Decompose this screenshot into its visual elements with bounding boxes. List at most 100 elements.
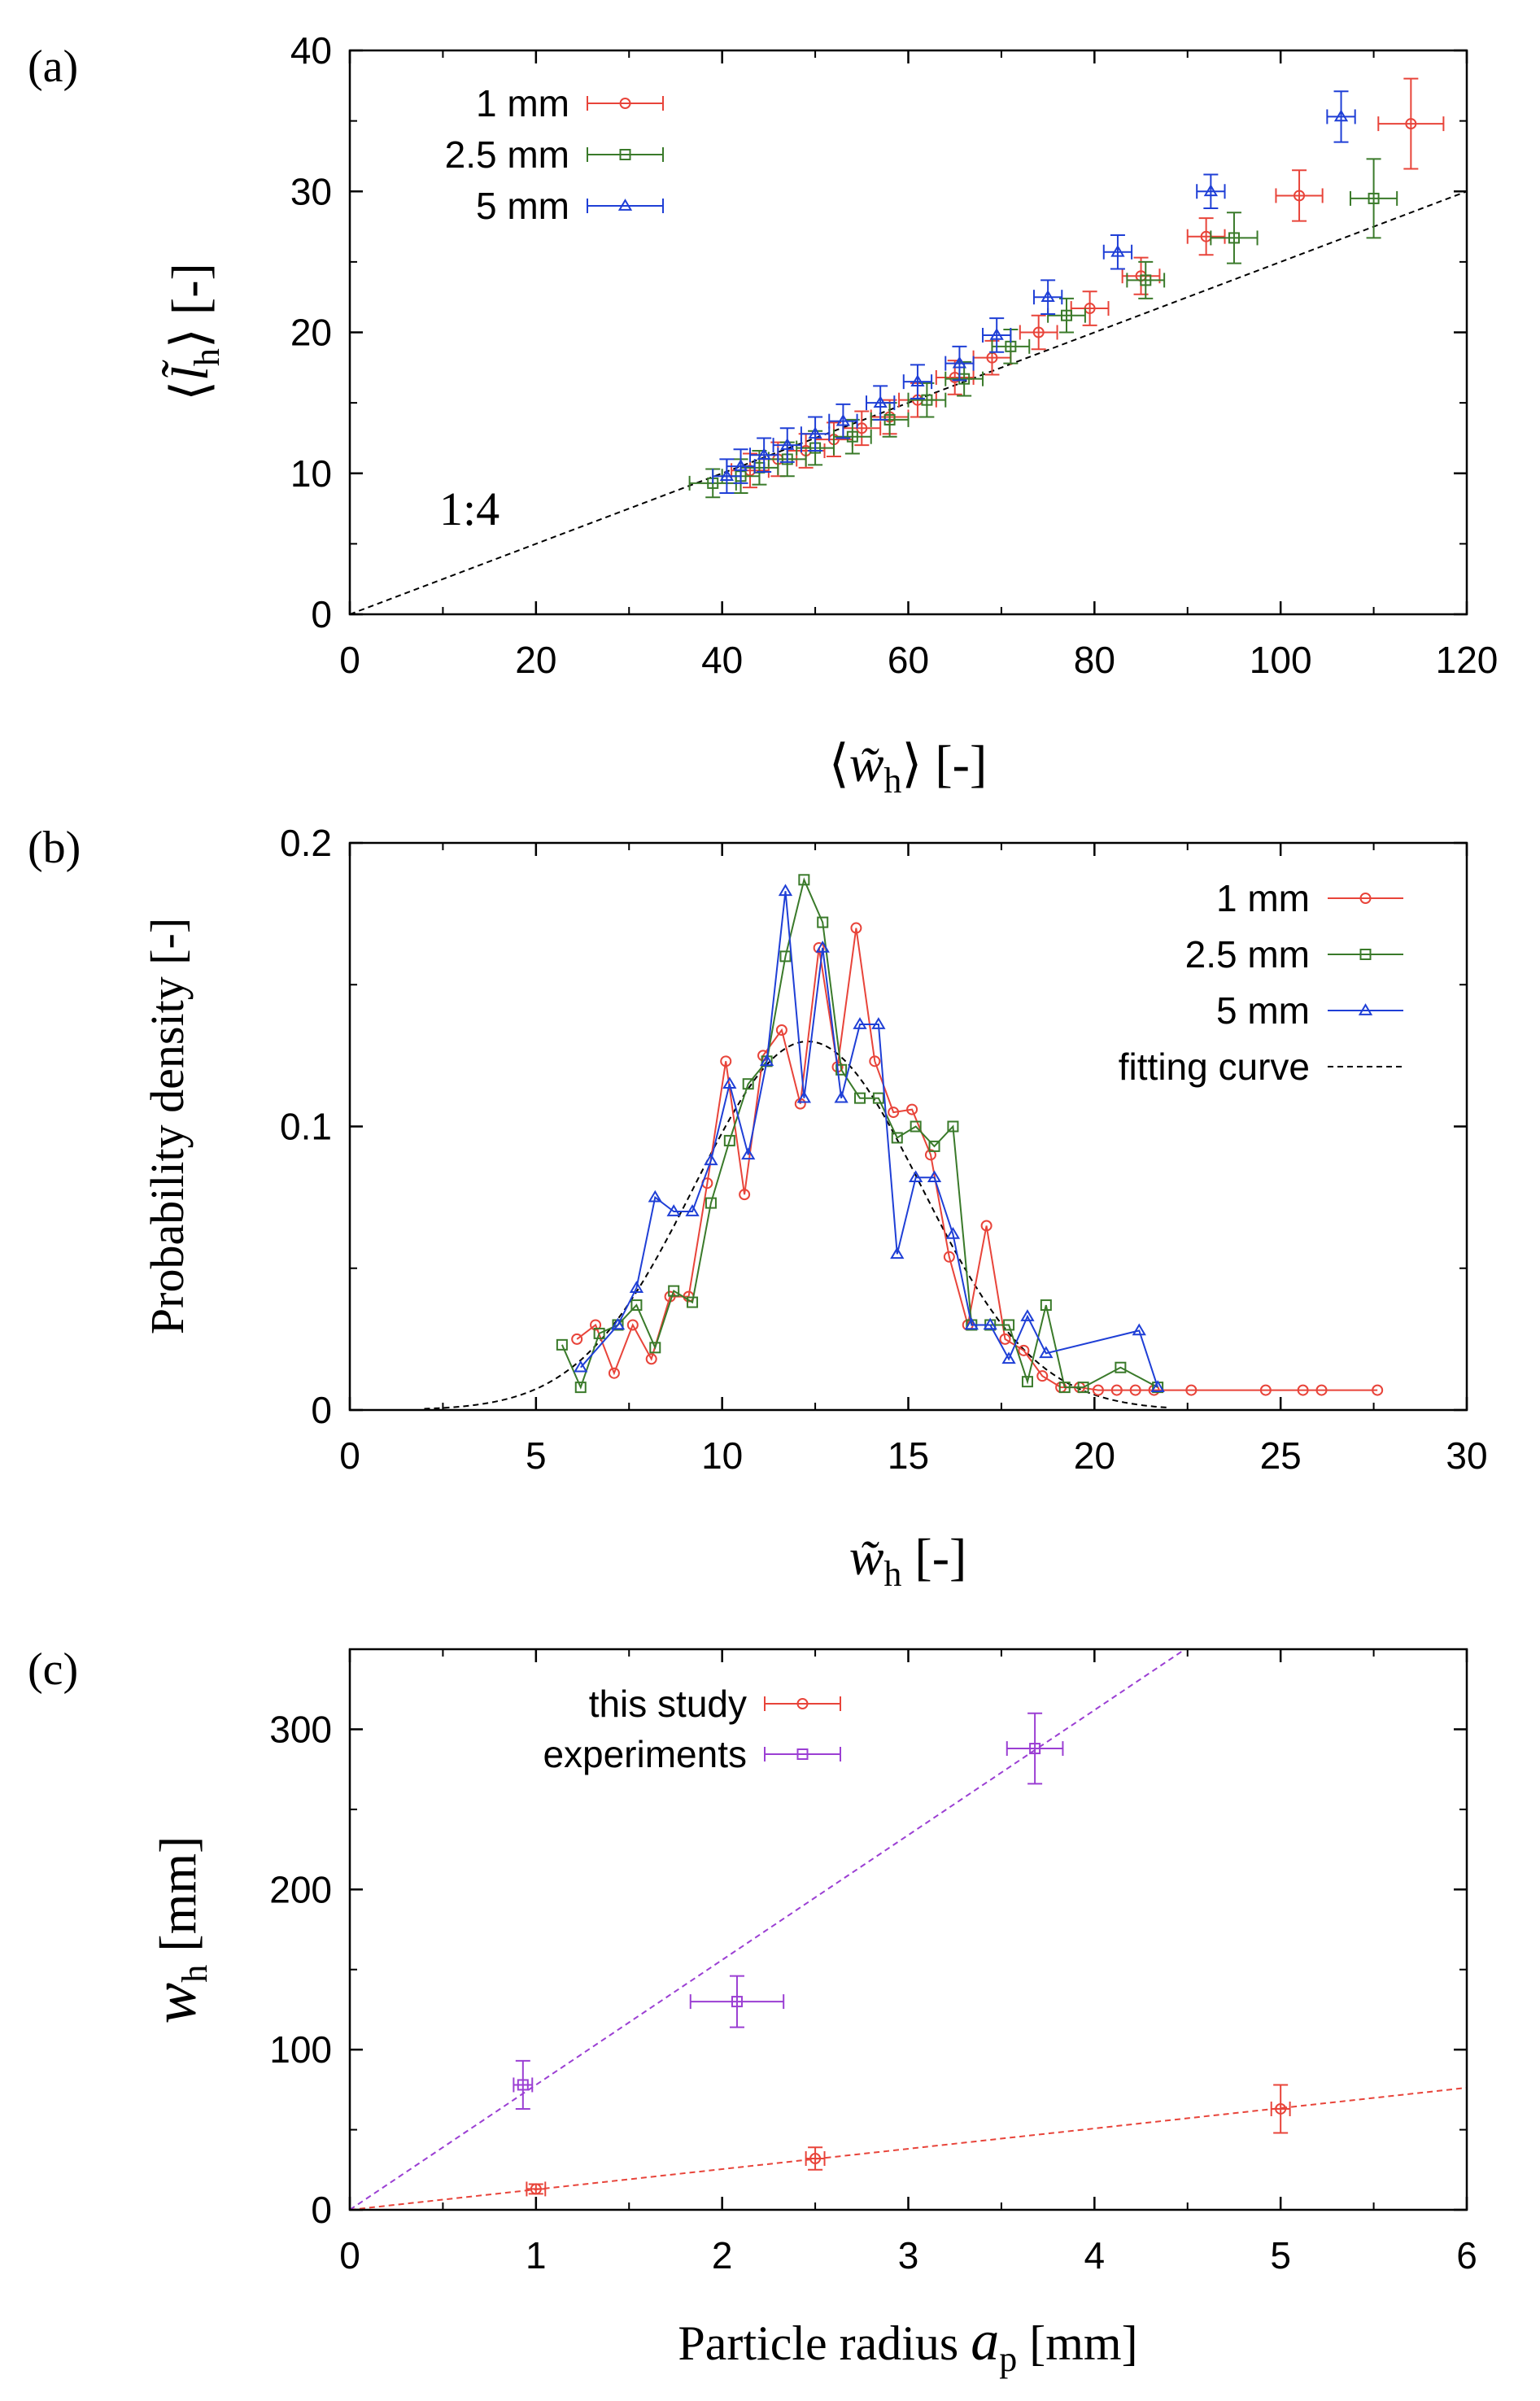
data-point-circle: [626, 1319, 639, 1331]
data-point-circle: [1259, 1384, 1272, 1396]
data-point-circle: [619, 98, 631, 109]
error-bar: [748, 437, 779, 474]
error-bar: [1102, 234, 1133, 270]
data-point-square: [846, 430, 858, 443]
data-point-triangle: [719, 469, 735, 482]
error-bar: [1210, 212, 1259, 264]
legend-entry: this study: [589, 1683, 841, 1725]
x-tick-label: 60: [888, 639, 929, 681]
data-point-triangle: [964, 1317, 979, 1330]
legend-entry: 1 mm: [476, 82, 664, 124]
data-point-triangle: [629, 1281, 644, 1293]
x-tick-label: 25: [1260, 1434, 1302, 1477]
data-point-triangle: [1358, 1003, 1373, 1015]
data-point-circle: [590, 1319, 602, 1331]
data-point-triangle: [890, 1246, 905, 1259]
error-bar: [1270, 2084, 1291, 2134]
data-point-triangle: [648, 1190, 662, 1203]
data-point-triangle: [741, 1147, 756, 1160]
data-point-triangle: [1110, 244, 1125, 257]
error-bar: [1070, 290, 1110, 326]
data-point-square: [705, 1197, 717, 1209]
data-point-circle: [1185, 1384, 1198, 1396]
panel-a: (a) 0 20 40 60 80 100 120 0 10 20 30 40 1:4 1 mm 2.5…: [28, 29, 1498, 801]
data-point-circle: [999, 1333, 1011, 1345]
data-point-square: [779, 950, 792, 963]
data-point-circle: [943, 1251, 955, 1263]
error-bar: [805, 2146, 826, 2171]
data-point-circle: [1092, 1384, 1104, 1396]
error-bar: [945, 345, 975, 382]
data-point-square: [1040, 1299, 1052, 1312]
data-point-square: [1077, 1382, 1089, 1394]
data-point-triangle: [617, 199, 633, 211]
data-point-circle: [739, 1189, 751, 1201]
data-point-square: [1029, 1743, 1041, 1755]
data-point-square: [687, 1296, 699, 1308]
data-point-triangle: [778, 884, 793, 897]
data-point-square: [630, 1299, 643, 1312]
data-point-circle: [775, 1024, 787, 1037]
legend-entry: experiments: [543, 1733, 841, 1775]
data-point-circle: [980, 1220, 992, 1232]
data-point-circle: [1405, 118, 1417, 130]
data-point-triangle: [989, 328, 1004, 340]
error-bar: [1186, 217, 1226, 256]
data-point-square: [921, 394, 933, 406]
panel-a-ylabel: ⟨l̃h⟩ [-]: [161, 263, 227, 401]
legend-entry: 2.5 mm: [1185, 933, 1403, 976]
panel-c-label: (c): [28, 1644, 78, 1695]
legend-label: 5 mm: [476, 185, 569, 227]
error-bar: [982, 317, 1012, 353]
data-point-square: [947, 1120, 959, 1133]
legend-entry: 1 mm: [1216, 877, 1403, 919]
legend-label: 1 mm: [1216, 877, 1310, 919]
data-point-square: [910, 1120, 922, 1133]
x-tick-label: 120: [1436, 639, 1499, 681]
x-tick-label: 2: [712, 2234, 733, 2277]
fitting-curve: [424, 1040, 1169, 1410]
data-point-square: [593, 1327, 605, 1339]
error-bar: [1377, 77, 1445, 170]
data-point-circle: [645, 1353, 657, 1365]
data-point-triangle: [610, 1317, 626, 1330]
error-bar: [513, 2059, 534, 2110]
data-point-circle: [571, 1333, 583, 1345]
data-point-circle: [530, 2183, 542, 2195]
data-point-circle: [1018, 1344, 1030, 1356]
x-tick-label: 30: [1446, 1434, 1487, 1477]
data-point-triangle: [945, 1227, 961, 1239]
legend-label: 2.5 mm: [445, 133, 569, 176]
panel-a-label: (a): [28, 41, 78, 92]
data-point-circle: [720, 1055, 732, 1067]
error-bar: [866, 385, 896, 421]
data-point-triangle: [871, 1017, 886, 1029]
x-tick-label: 5: [526, 1434, 547, 1477]
data-point-square: [1058, 1382, 1071, 1394]
data-point-triangle: [853, 1017, 867, 1029]
fit-line: [350, 2087, 1467, 2210]
y-tick-label: 0.1: [280, 1106, 332, 1148]
y-tick-label: 0: [311, 2189, 332, 2231]
data-point-triangle: [910, 374, 925, 386]
x-tick-label: 20: [515, 639, 556, 681]
legend-label: 1 mm: [476, 82, 569, 124]
x-tick-label: 15: [888, 1434, 929, 1477]
data-point-square: [798, 874, 810, 886]
y-tick-label: 40: [290, 29, 332, 72]
legend-label: 5 mm: [1216, 989, 1310, 1032]
error-bar: [1326, 90, 1356, 143]
error-bar: [1196, 173, 1226, 210]
x-tick-label: 3: [898, 2234, 919, 2277]
x-tick-label: 10: [701, 1434, 743, 1477]
data-point-square: [1115, 1361, 1127, 1373]
data-point-square: [872, 1092, 884, 1104]
data-point-square: [835, 1063, 848, 1076]
x-tick-label: 0: [339, 639, 360, 681]
data-point-circle: [1297, 1384, 1309, 1396]
data-point-circle: [1110, 1384, 1123, 1396]
data-point-square: [619, 149, 631, 160]
data-point-circle: [1294, 190, 1306, 202]
error-bar: [1006, 1712, 1064, 1785]
